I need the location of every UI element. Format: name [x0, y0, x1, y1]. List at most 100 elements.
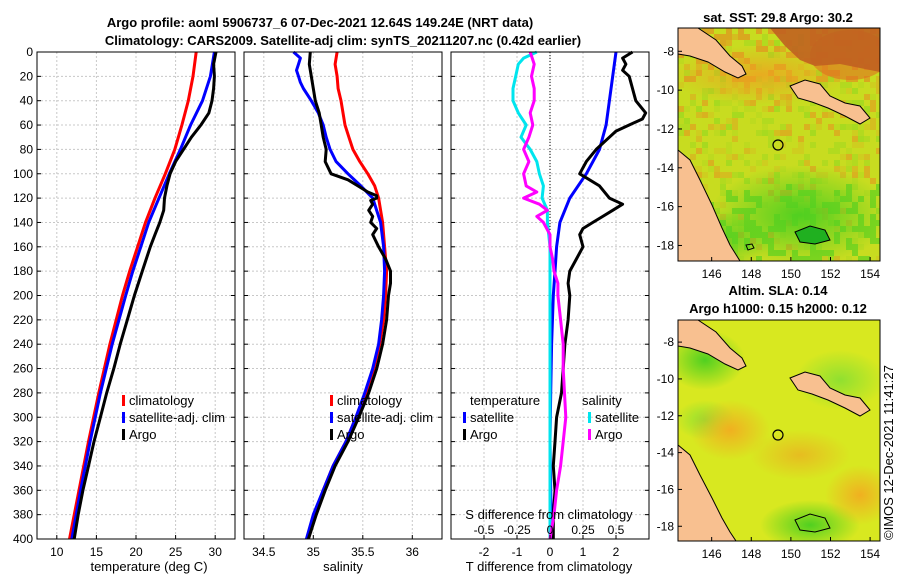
reef [794, 513, 831, 533]
figure-title-line1: Argo profile: aoml 5906737_6 07-Dec-2021… [107, 15, 533, 30]
x-tick-label: 35.5 [351, 545, 375, 559]
y-tick-label: 60 [20, 118, 34, 132]
y-tick-label: 180 [13, 264, 33, 278]
y-tick-label: 80 [20, 142, 34, 156]
y-tick-label: 220 [13, 313, 33, 327]
y-tick-label: -14 [657, 161, 675, 175]
t-difference-legend: temperature satellite Argo [463, 393, 540, 442]
sla-map-title-line1: Altim. SLA: 0.14 [729, 283, 829, 298]
y-tick-label: 40 [20, 94, 34, 108]
y-tick-label: 400 [13, 532, 33, 546]
x-tick-label: 10 [50, 545, 64, 559]
y-tick-label: 300 [13, 410, 33, 424]
png-land [678, 28, 747, 79]
sst-map-title: sat. SST: 29.8 Argo: 30.2 [703, 10, 853, 25]
y-tick-label: 340 [13, 459, 33, 473]
australia-land [678, 149, 741, 261]
x-tick-label: 150 [781, 267, 801, 281]
x-tick-label: 148 [741, 547, 761, 561]
x-tick-label: 25 [169, 545, 183, 559]
sla-map-title-line2: Argo h1000: 0.15 h2000: 0.12 [689, 301, 867, 316]
x-tick-label: 152 [820, 547, 840, 561]
legend-satellite-label: satellite-adj. clim [129, 410, 225, 425]
series-line-t-argo [551, 50, 648, 539]
s-x-tick-label: -0.25 [503, 523, 531, 537]
difference-panel: -2 -1 0 1 2 T difference from climatology S … [450, 50, 650, 574]
island-chain [789, 371, 871, 417]
series-line-climatology [68, 51, 198, 540]
y-tick-label: -8 [663, 44, 674, 58]
s-difference-legend: salinity satellite Argo [582, 393, 639, 442]
y-tick-label: 240 [13, 337, 33, 351]
legend-s-argo-swatch [588, 429, 591, 440]
y-tick-label: 280 [13, 386, 33, 400]
high-sla-region [750, 430, 850, 480]
s-x-tick-label: 0.25 [571, 523, 595, 537]
y-tick-label: 200 [13, 289, 33, 303]
legend-argo-swatch [122, 429, 125, 440]
y-tick-label: -12 [657, 122, 675, 136]
sst-map: sat. SST: 29.8 Argo: 30.2 146 148 150 152 15… [657, 10, 881, 281]
series-line-satellite-adj-clim [292, 50, 387, 540]
x-tick-label: 34.5 [252, 545, 276, 559]
t-difference-xlabel: T difference from climatology [466, 559, 633, 574]
legend-argo-label: Argo [337, 427, 364, 442]
profile-marker [772, 429, 784, 441]
y-tick-label: -10 [657, 83, 675, 97]
s-x-tick-label: 0 [547, 523, 554, 537]
x-tick-label: 154 [860, 547, 880, 561]
y-tick-label: 0 [26, 45, 33, 59]
y-tick-label: 140 [13, 215, 33, 229]
temperature-legend: climatology satellite-adj. clim Argo [122, 393, 225, 442]
x-tick-label: 146 [702, 547, 722, 561]
legend-climatology-label: climatology [129, 393, 195, 408]
australia-land [678, 444, 737, 541]
y-tick-label: 320 [13, 435, 33, 449]
x-tick-label: 20 [129, 545, 143, 559]
y-tick-label: 120 [13, 191, 33, 205]
png-land [678, 320, 747, 371]
temperature-xlabel: temperature (deg C) [90, 559, 207, 574]
legend-salinity-heading: salinity [582, 393, 622, 408]
temperature-panel: 10 15 20 25 30020406080100120140160180200220… [13, 45, 236, 574]
sla-map: Altim. SLA: 0.14 Argo h1000: 0.15 h2000:… [657, 283, 881, 561]
legend-s-argo-label: Argo [595, 427, 622, 442]
legend-argo-swatch [330, 429, 333, 440]
x-tick-label: 150 [781, 547, 801, 561]
series-line-argo [72, 51, 218, 540]
sla-map-frame [677, 319, 881, 542]
series-line-satellite-adj-clim [70, 51, 216, 540]
s-difference-xlabel: S difference from climatology [465, 507, 633, 522]
x-tick-label: 152 [820, 267, 840, 281]
x-tick-label: 2 [613, 545, 620, 559]
y-tick-label: -12 [657, 409, 675, 423]
salinity-panel: 34.5 35 35.5 36 salinity climatology satell… [243, 50, 443, 574]
profile-marker [772, 139, 784, 151]
imos-watermark: ©IMOS 12-Dec-2021 11:41:27 [881, 365, 896, 540]
salinity-xlabel: salinity [323, 559, 363, 574]
legend-argo-label: Argo [129, 427, 156, 442]
y-tick-label: 380 [13, 508, 33, 522]
legend-t-satellite-swatch [463, 412, 466, 423]
y-tick-label: -18 [657, 519, 675, 533]
legend-satellite-swatch [122, 412, 125, 423]
x-tick-label: 35 [307, 545, 321, 559]
y-tick-label: 160 [13, 240, 33, 254]
x-tick-label: 0 [547, 545, 554, 559]
x-tick-label: -1 [512, 545, 523, 559]
legend-s-satellite-swatch [588, 412, 591, 423]
s-x-tick-label: -0.5 [474, 523, 495, 537]
reef [794, 225, 831, 245]
y-tick-label: -10 [657, 372, 675, 386]
y-tick-label: 360 [13, 483, 33, 497]
y-tick-label: 260 [13, 362, 33, 376]
legend-climatology-label: climatology [337, 393, 403, 408]
island-chain [789, 79, 871, 125]
series-line-argo [306, 51, 392, 540]
x-tick-label: 30 [209, 545, 223, 559]
y-tick-label: -14 [657, 446, 675, 460]
series-line-s-argo [522, 51, 568, 540]
y-tick-label: -18 [657, 238, 675, 252]
legend-s-satellite-label: satellite [595, 410, 639, 425]
